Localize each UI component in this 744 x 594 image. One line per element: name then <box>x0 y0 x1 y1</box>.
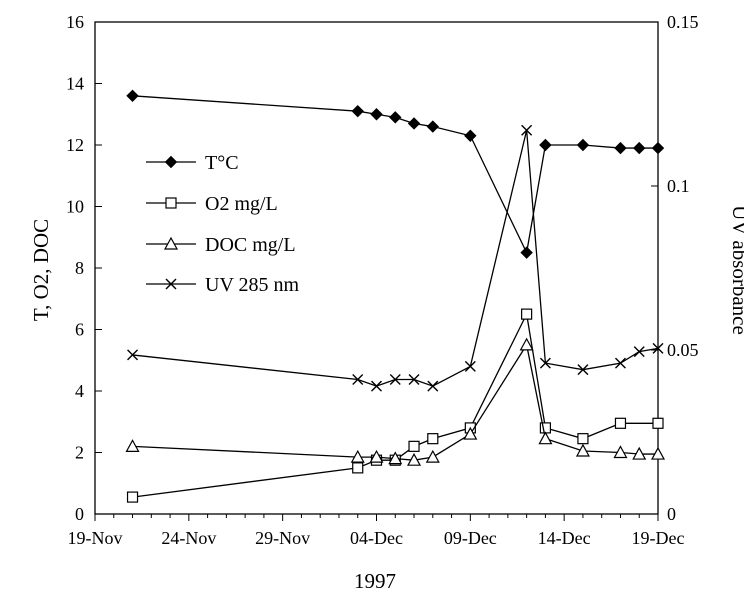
y-tick-label: 10 <box>66 197 84 217</box>
data-point <box>350 449 365 463</box>
y-tick-label: 16 <box>66 12 84 32</box>
legend-marker <box>164 155 178 169</box>
y-tick-label: 12 <box>66 135 84 155</box>
data-point <box>127 349 139 361</box>
y-tick-label: 14 <box>66 74 84 94</box>
data-point <box>650 446 666 460</box>
y-tick-label: 4 <box>75 381 84 401</box>
data-point <box>539 357 551 369</box>
data-point <box>521 308 533 320</box>
data-point <box>651 141 665 155</box>
data-point <box>577 364 589 376</box>
data-point <box>426 120 440 133</box>
data-point <box>539 138 552 152</box>
legend: T°C O2 mg/L DOC mg/L UV 285 nm <box>146 152 300 296</box>
data-point <box>126 491 139 503</box>
y2-axis-title: UV absorbance <box>728 205 744 335</box>
data-point <box>577 433 589 445</box>
x-tick-label: 09-Dec <box>444 528 497 548</box>
data-point <box>371 380 382 392</box>
legend-item: UV 285 nm <box>146 274 300 296</box>
y-tick-label: 2 <box>75 443 84 463</box>
y-tick-label: 0 <box>75 504 84 524</box>
x-tick-label: 14-Dec <box>538 528 591 548</box>
x-axis-title: 1997 <box>354 569 396 593</box>
legend-label: DOC mg/L <box>205 234 296 256</box>
x-tick-label: 29-Nov <box>255 528 310 548</box>
series-line <box>132 312 658 498</box>
data-point <box>370 108 383 121</box>
y-tick-label: 8 <box>75 258 84 278</box>
data-point <box>576 138 590 152</box>
y2-tick-label: 0 <box>667 504 676 524</box>
series-1 <box>126 308 664 503</box>
data-point <box>408 374 420 386</box>
x-tick-label: 19-Nov <box>68 528 123 548</box>
y-tick-label: 6 <box>75 320 84 340</box>
data-point <box>464 129 477 142</box>
data-point <box>427 433 439 445</box>
data-point <box>613 445 628 459</box>
y-axis-title: T, O2, DOC <box>29 219 53 321</box>
data-point <box>632 446 647 460</box>
x-tick-label: 24-Nov <box>161 528 216 548</box>
data-point <box>407 452 422 466</box>
data-point <box>633 346 645 358</box>
data-point <box>464 360 476 372</box>
data-point <box>389 111 402 124</box>
data-point <box>521 124 533 136</box>
legend-marker <box>163 236 179 250</box>
legend-item: DOC mg/L <box>146 234 296 256</box>
legend-item: T°C <box>146 152 239 174</box>
data-point <box>614 141 627 155</box>
legend-label: O2 mg/L <box>205 193 278 215</box>
plot-frame <box>94 21 659 515</box>
series-3 <box>127 124 664 392</box>
x-tick-label: 04-Dec <box>350 528 403 548</box>
series-2 <box>125 337 666 466</box>
y2-tick-label: 0.1 <box>667 176 690 196</box>
data-point <box>575 443 590 457</box>
series-0 <box>126 89 665 259</box>
y2-tick-label: 0.15 <box>667 12 699 32</box>
data-point <box>520 246 533 259</box>
data-point <box>425 449 440 463</box>
data-point <box>538 431 553 445</box>
data-point <box>427 380 439 392</box>
series-layer <box>125 89 666 503</box>
y2-tick-label: 0.05 <box>667 340 699 360</box>
data-point <box>519 337 534 351</box>
x-tick-label: 19-Dec <box>632 528 685 548</box>
legend-item: O2 mg/L <box>146 193 278 215</box>
data-point <box>126 89 139 103</box>
axes: 19-Nov 24-Nov 29-Nov 04-Dec 09-Dec 14-Dec 19-D… <box>66 12 699 548</box>
data-point <box>463 426 478 440</box>
data-point <box>652 417 664 429</box>
data-point <box>408 440 420 452</box>
data-point <box>614 417 627 429</box>
legend-label: UV 285 nm <box>205 274 300 296</box>
data-point <box>369 449 384 463</box>
data-point <box>352 462 364 474</box>
legend-marker <box>165 197 177 209</box>
legend-marker <box>165 278 177 290</box>
data-point <box>389 374 401 386</box>
data-point <box>407 117 421 130</box>
data-point <box>652 342 664 354</box>
data-point <box>614 357 626 369</box>
data-point <box>351 104 364 118</box>
data-point <box>125 439 140 452</box>
legend-label: T°C <box>205 152 239 174</box>
data-point <box>388 451 403 465</box>
data-point <box>633 141 646 155</box>
data-point <box>352 374 364 386</box>
